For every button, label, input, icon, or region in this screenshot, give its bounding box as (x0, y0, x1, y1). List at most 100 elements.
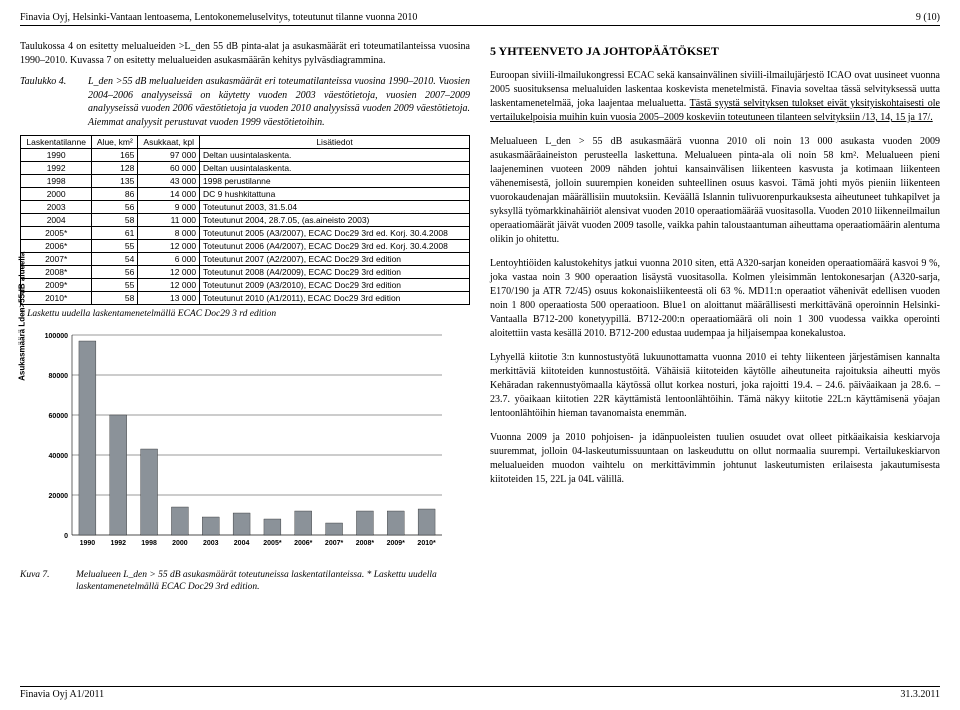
header-left: Finavia Oyj, Helsinki-Vantaan lentoasema… (20, 12, 417, 23)
svg-text:100000: 100000 (45, 333, 68, 340)
footer-right: 31.3.2011 (900, 689, 940, 700)
table-cell: 2010* (21, 292, 92, 305)
table-cell: 1992 (21, 162, 92, 175)
svg-text:60000: 60000 (49, 413, 69, 420)
right-paragraph-1: Euroopan siviili-ilmailukongressi ECAC s… (490, 69, 940, 125)
svg-text:2009*: 2009* (387, 540, 406, 547)
svg-text:2008*: 2008* (356, 540, 375, 547)
table-row: 199016597 000Deltan uusintalaskenta. (21, 149, 470, 162)
table-cell: Deltan uusintalaskenta. (200, 149, 470, 162)
table-row: 20008614 000DC 9 hushkitattuna (21, 188, 470, 201)
intro-paragraph: Taulukossa 4 on esitetty melualueiden >L… (20, 40, 470, 67)
noise-area-table: Laskentatilanne Alue, km² Asukkaat, kpl … (20, 135, 470, 305)
svg-text:2006*: 2006* (294, 540, 313, 547)
table-cell: 2007* (21, 253, 92, 266)
table-cell: Toteutunut 2007 (A2/2007), ECAC Doc29 3r… (200, 253, 470, 266)
table-header-row: Laskentatilanne Alue, km² Asukkaat, kpl … (21, 136, 470, 149)
right-column: 5 YHTEENVETO JA JOHTOPÄÄTÖKSET Euroopan … (490, 40, 940, 594)
col-alue: Alue, km² (92, 136, 138, 149)
section-title: 5 YHTEENVETO JA JOHTOPÄÄTÖKSET (490, 44, 940, 59)
table-cell: 13 000 (138, 292, 200, 305)
col-laskentatilanne: Laskentatilanne (21, 136, 92, 149)
table-cell: 11 000 (138, 214, 200, 227)
table-footnote: * Laskettu uudella laskentamenetelmällä … (20, 309, 470, 319)
table-cell: 12 000 (138, 266, 200, 279)
table-row: 199813543 0001998 perustilanne (21, 175, 470, 188)
table-cell: 58 (92, 214, 138, 227)
table-cell: 12 000 (138, 240, 200, 253)
table-cell: 58 (92, 292, 138, 305)
figure-caption-text: Melualueen L_den > 55 dB asukasmäärät to… (76, 569, 470, 594)
svg-text:1990: 1990 (80, 540, 96, 547)
chart-y-axis-label: Asukasmäärä Lden>55dB alueella (18, 252, 27, 381)
left-column: Taulukossa 4 on esitetty melualueiden >L… (20, 40, 470, 594)
header-page-number: 9 (10) (916, 12, 940, 23)
table-cell: Toteutunut 2008 (A4/2009), ECAC Doc29 3r… (200, 266, 470, 279)
table-cell: 2003 (21, 201, 92, 214)
figure-caption: Kuva 7. Melualueen L_den > 55 dB asukasm… (20, 569, 470, 594)
svg-text:20000: 20000 (49, 493, 69, 500)
col-lisatiedot: Lisätiedot (200, 136, 470, 149)
svg-text:2007*: 2007* (325, 540, 344, 547)
table-cell: Toteutunut 2004, 28.7.05, (as.aineisto 2… (200, 214, 470, 227)
table-cell: 9 000 (138, 201, 200, 214)
table-cell: 2008* (21, 266, 92, 279)
svg-text:1992: 1992 (110, 540, 126, 547)
table-cell: 86 (92, 188, 138, 201)
right-paragraph-3: Lentoyhtiöiden kalustokehitys jatkui vuo… (490, 257, 940, 341)
table-cell: 1990 (21, 149, 92, 162)
table-cell: Toteutunut 2003, 31.5.04 (200, 201, 470, 214)
table-cell: 135 (92, 175, 138, 188)
table-cell: Toteutunut 2010 (A1/2011), ECAC Doc29 3r… (200, 292, 470, 305)
table-caption: Taulukko 4. L_den >55 dB melualueiden as… (20, 75, 470, 129)
svg-text:1998: 1998 (141, 540, 157, 547)
col-asukkaat: Asukkaat, kpl (138, 136, 200, 149)
svg-text:2010*: 2010* (417, 540, 436, 547)
table-cell: 14 000 (138, 188, 200, 201)
table-cell: DC 9 hushkitattuna (200, 188, 470, 201)
table-cell: 2004 (21, 214, 92, 227)
table-cell: Deltan uusintalaskenta. (200, 162, 470, 175)
table-cell: 6 000 (138, 253, 200, 266)
table-cell: 12 000 (138, 279, 200, 292)
table-cell: 56 (92, 266, 138, 279)
table-cell: 55 (92, 240, 138, 253)
table-cell: 1998 perustilanne (200, 175, 470, 188)
table-cell: 43 000 (138, 175, 200, 188)
table-cell: 8 000 (138, 227, 200, 240)
table-cell: 55 (92, 279, 138, 292)
table-row: 2009*5512 000Toteutunut 2009 (A3/2010), … (21, 279, 470, 292)
table-cell: 2005* (21, 227, 92, 240)
table-cell: 165 (92, 149, 138, 162)
table-cell: 2009* (21, 279, 92, 292)
table-row: 2010*5813 000Toteutunut 2010 (A1/2011), … (21, 292, 470, 305)
svg-text:2000: 2000 (172, 540, 188, 547)
table-cell: 61 (92, 227, 138, 240)
page-header: Finavia Oyj, Helsinki-Vantaan lentoasema… (20, 12, 940, 26)
figure-label: Kuva 7. (20, 569, 70, 594)
page-footer: Finavia Oyj A1/2011 31.3.2011 (20, 686, 940, 700)
svg-text:2003: 2003 (203, 540, 219, 547)
footer-left: Finavia Oyj A1/2011 (20, 689, 104, 700)
table-cell: 60 000 (138, 162, 200, 175)
table-cell: 54 (92, 253, 138, 266)
table-row: 2006*5512 000Toteutunut 2006 (A4/2007), … (21, 240, 470, 253)
population-bar-chart: Asukasmäärä Lden>55dB alueella 020000400… (30, 327, 450, 555)
table-row: 20045811 000Toteutunut 2004, 28.7.05, (a… (21, 214, 470, 227)
svg-text:80000: 80000 (49, 373, 69, 380)
table-row: 2008*5612 000Toteutunut 2008 (A4/2009), … (21, 266, 470, 279)
table-cell: 97 000 (138, 149, 200, 162)
svg-text:2004: 2004 (234, 540, 250, 547)
table-row: 2007*546 000Toteutunut 2007 (A2/2007), E… (21, 253, 470, 266)
right-paragraph-2: Melualueen L_den > 55 dB asukasmäärä vuo… (490, 135, 940, 247)
table-caption-text: L_den >55 dB melualueiden asukasmäärät e… (88, 75, 470, 129)
table-cell: Toteutunut 2005 (A3/2007), ECAC Doc29 3r… (200, 227, 470, 240)
svg-text:40000: 40000 (49, 453, 69, 460)
table-cell: Toteutunut 2006 (A4/2007), ECAC Doc29 3r… (200, 240, 470, 253)
right-paragraph-5: Vuonna 2009 ja 2010 pohjoisen- ja idänpu… (490, 431, 940, 487)
svg-text:0: 0 (64, 533, 68, 540)
page-columns: Taulukossa 4 on esitetty melualueiden >L… (20, 40, 940, 594)
table-cell: 1998 (21, 175, 92, 188)
table-cell: 2000 (21, 188, 92, 201)
table-cell: 128 (92, 162, 138, 175)
